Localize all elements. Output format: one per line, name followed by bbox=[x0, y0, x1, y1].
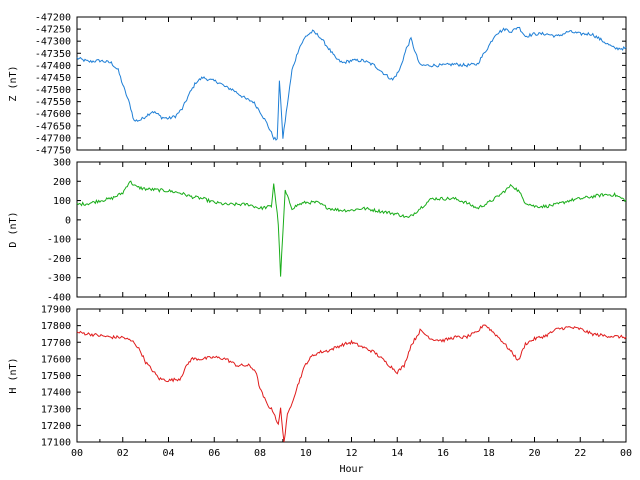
h-ytick-label: 17100 bbox=[41, 438, 71, 449]
d-panel: 300 200 100 0 -100 -200 -300 -400 D (nT) bbox=[8, 158, 627, 304]
z-ytick-label: -47700 bbox=[35, 133, 71, 144]
x-axis-title: Hour bbox=[339, 464, 363, 475]
d-ytick-label: 0 bbox=[65, 215, 71, 226]
h-axis-title: H (nT) bbox=[8, 357, 19, 393]
d-series-line bbox=[76, 180, 627, 277]
h-xtick-label: 20 bbox=[528, 448, 540, 459]
h-xtick-label: 10 bbox=[300, 448, 312, 459]
z-ytick-label: -47250 bbox=[35, 25, 71, 36]
d-ytick-label: -400 bbox=[47, 293, 71, 304]
h-ytick-label: 17900 bbox=[41, 305, 71, 316]
h-ytick-label: 17600 bbox=[41, 354, 71, 365]
z-ytick-label: -47300 bbox=[35, 37, 71, 48]
z-ytick-label: -47600 bbox=[35, 109, 71, 120]
z-panel: -47200-47250-47300-47350-47400-47450-475… bbox=[8, 13, 627, 157]
z-ytick-label: -47350 bbox=[35, 49, 71, 60]
z-ytick-label: -47500 bbox=[35, 85, 71, 96]
h-xtick-label: 18 bbox=[483, 448, 495, 459]
h-xtick-label: 04 bbox=[162, 448, 174, 459]
d-ytick-label: 100 bbox=[53, 196, 71, 207]
z-ytick-label: -47400 bbox=[35, 61, 71, 72]
z-panel-frame bbox=[76, 16, 627, 151]
h-xtick-label: 06 bbox=[208, 448, 220, 459]
h-xtick-label: 12 bbox=[345, 448, 357, 459]
z-axis-title: Z (nT) bbox=[8, 65, 19, 101]
d-ytick-label: 300 bbox=[53, 158, 71, 169]
h-ytick-label: 17700 bbox=[41, 338, 71, 349]
d-ytick-label: -200 bbox=[47, 254, 71, 265]
h-ytick-label: 17200 bbox=[41, 421, 71, 432]
z-ytick-label: -47650 bbox=[35, 121, 71, 132]
z-ytick-label: -47750 bbox=[35, 146, 71, 157]
h-ytick-label: 17300 bbox=[41, 404, 71, 415]
h-panel-frame bbox=[76, 308, 627, 443]
h-xtick-label: 14 bbox=[391, 448, 403, 459]
h-xtick-label: 00 bbox=[620, 448, 632, 459]
h-xtick-label: 08 bbox=[254, 448, 266, 459]
h-xtick-label: 22 bbox=[574, 448, 586, 459]
d-ytick-label: -300 bbox=[47, 273, 71, 284]
z-series-line bbox=[76, 26, 627, 141]
h-xtick-label: 00 bbox=[71, 448, 83, 459]
h-panel: 17900 17800 17700 17600 17500 17400 17300 17200… bbox=[8, 305, 632, 476]
z-ytick-label: -47450 bbox=[35, 73, 71, 84]
d-ytick-label: -100 bbox=[47, 235, 71, 246]
d-panel-frame bbox=[76, 161, 627, 298]
z-ytick-label: -47200 bbox=[35, 13, 71, 24]
d-ytick-label: 200 bbox=[53, 177, 71, 188]
h-xtick-label: 02 bbox=[117, 448, 129, 459]
h-ytick-label: 17500 bbox=[41, 371, 71, 382]
d-axis-title: D (nT) bbox=[8, 211, 19, 247]
z-ytick-label: -47550 bbox=[35, 97, 71, 108]
h-xtick-label: 16 bbox=[437, 448, 449, 459]
h-ytick-label: 17400 bbox=[41, 388, 71, 399]
h-ytick-label: 17800 bbox=[41, 321, 71, 332]
h-series-line bbox=[76, 324, 627, 442]
